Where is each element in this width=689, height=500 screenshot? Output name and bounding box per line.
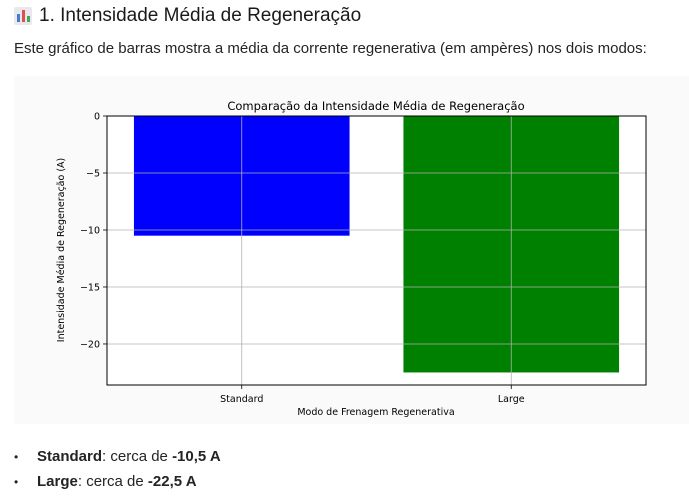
- list-item-text: : cerca de: [77, 473, 148, 490]
- bullet-icon: •: [14, 474, 19, 489]
- y-axis-label: Intensidade Média de Regeneração (A): [56, 158, 67, 342]
- chart-figure: 0 −5 −10 −15 −20 Standard Large Comparação da …: [14, 76, 689, 424]
- list-item-label: Standard: [37, 448, 103, 465]
- section-intro: Este gráfico de barras mostra a média da…: [14, 40, 647, 57]
- section-title: 1. Intensidade Média de Regeneração: [39, 5, 362, 26]
- y-tick-label: −10: [80, 225, 100, 236]
- list-item-text: : cerca de: [102, 448, 173, 465]
- y-tick-label: −20: [80, 339, 100, 350]
- bar-chart: 0 −5 −10 −15 −20 Standard Large Comparação da …: [14, 76, 689, 424]
- list-item-value: -22,5 A: [147, 473, 197, 490]
- plot-frame: [106, 115, 647, 386]
- y-tick-label: 0: [94, 112, 100, 123]
- bar-chart-emoji-icon: [14, 7, 32, 25]
- list-item-value: -10,5 A: [172, 448, 221, 465]
- list-item: • Standard: cerca de -10,5 A: [14, 444, 221, 469]
- y-tick-label: −5: [86, 168, 100, 179]
- y-tick-label: −15: [80, 282, 100, 293]
- bullet-icon: •: [14, 449, 19, 464]
- x-tick-label: Large: [498, 394, 525, 405]
- list-item: • Large: cerca de -22,5 A: [14, 469, 221, 494]
- list-item-label: Large: [37, 473, 78, 490]
- x-axis-label: Modo de Frenagem Regenerativa: [297, 407, 454, 418]
- x-tick-label: Standard: [220, 394, 263, 405]
- chart-title: Comparação da Intensidade Média de Regen…: [227, 99, 524, 113]
- summary-list: • Standard: cerca de -10,5 A • Large: ce…: [14, 444, 221, 494]
- section-heading: 1. Intensidade Média de Regeneração: [14, 5, 361, 27]
